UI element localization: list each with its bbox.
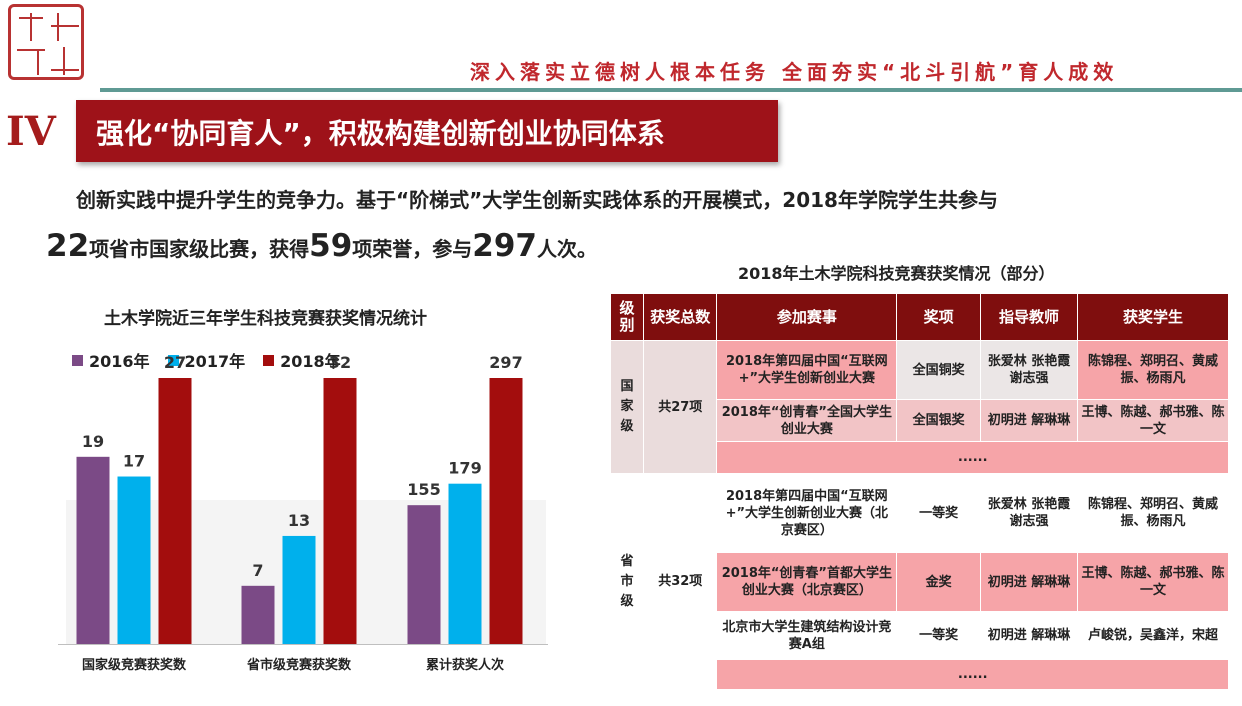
- header-total: 获奖总数: [643, 293, 718, 341]
- x-tick-label: 国家级竞赛获奖数: [82, 657, 187, 673]
- teacher-cell: 初明进 解琳琳: [979, 611, 1079, 660]
- header-divider: [100, 88, 1242, 92]
- data-label: 19: [82, 432, 104, 451]
- bar-2018年-1: [323, 378, 357, 644]
- intro-count-people: 297: [472, 228, 537, 264]
- legend-swatch-2016: [72, 354, 83, 366]
- header-award: 奖项: [896, 293, 981, 341]
- data-label: 179: [448, 459, 481, 478]
- intro-count-honors: 59: [309, 228, 353, 264]
- intro-line-2: 22项省市国家级比赛，获得59项荣誉，参与297人次。: [46, 228, 597, 264]
- legend-item-2016: 2016年: [72, 348, 150, 372]
- award-cell: 一等奖: [896, 473, 981, 553]
- legend-label-2018: 2018年: [280, 352, 341, 371]
- students-cell: 陈锦程、郑明召、黄威振、杨雨凡: [1077, 340, 1229, 400]
- bar-2018年-0: [158, 378, 192, 644]
- intro-line-1: 创新实践中提升学生的竞争力。基于“阶梯式”大学生创新实践体系的开展模式，2018…: [76, 188, 998, 212]
- legend-item-2018: 2018年: [263, 348, 341, 372]
- award-cell: 一等奖: [896, 611, 981, 660]
- legend-item-2017: 2017年: [167, 348, 246, 372]
- award-cell: 全国铜奖: [896, 340, 981, 400]
- event-cell: 北京市大学生建筑结构设计竞赛A组: [716, 611, 898, 660]
- award-bar-chart: 19 17 27 国家级竞赛获奖数 7 13 32 省市级竞赛获奖数 155 179 297 累计获奖…: [58, 353, 548, 673]
- level-cell: 国家级: [609, 340, 645, 474]
- header-event: 参加赛事: [716, 293, 898, 341]
- header-slogan: 深入落实立德树人根本任务 全面夯实“北斗引航”育人成效: [470, 60, 1119, 84]
- bar-2017年-2: [448, 483, 482, 644]
- intro-text-honors: 项荣誉，参与: [352, 237, 473, 261]
- intro-text-people: 人次。: [537, 237, 597, 261]
- legend-label-2016: 2016年: [89, 352, 150, 371]
- data-label: 27: [164, 353, 186, 372]
- legend-label-2017: 2017年: [184, 352, 246, 371]
- chart-title: 土木学院近三年学生科技竞赛获奖情况统计: [104, 309, 427, 329]
- table-header-row: 级别 获奖总数 参加赛事 奖项 指导教师 获奖学生: [609, 293, 1229, 341]
- table-row: ......: [611, 659, 1229, 690]
- table-row: ......: [611, 441, 1229, 474]
- event-cell: 2018年“创青春”全国大学生创业大赛: [716, 399, 898, 442]
- chart-legend: 2016年 2017年 2018年: [72, 348, 341, 372]
- total-cell: 共27项: [643, 340, 718, 474]
- level-label: 国家级: [620, 379, 634, 434]
- level-label: 省市级: [620, 553, 634, 609]
- header-teacher: 指导教师: [979, 293, 1079, 341]
- data-label: 7: [252, 561, 263, 580]
- event-cell: 2018年“创青春”首都大学生创业大赛（北京赛区）: [716, 552, 898, 612]
- header-students: 获奖学生: [1077, 293, 1229, 341]
- intro-text-competitions: 项省市国家级比赛，获得: [89, 237, 310, 261]
- section-title: 强化“协同育人”，积极构建创新创业协同体系: [96, 117, 665, 150]
- teacher-cell: 初明进 解琳琳: [979, 399, 1079, 442]
- event-cell: 2018年第四届中国“互联网+”大学生创新创业大赛（北京赛区）: [716, 473, 898, 553]
- legend-swatch-2018: [263, 354, 275, 366]
- students-cell: 卢峻锐，吴鑫洋，宋超: [1077, 611, 1229, 660]
- school-seal-logo: [8, 4, 84, 80]
- table-title: 2018年土木学院科技竞赛获奖情况（部分）: [738, 264, 1055, 283]
- bar-2016年-0: [76, 456, 110, 644]
- teacher-cell: 初明进 解琳琳: [979, 552, 1079, 612]
- ellipsis-cell: ......: [716, 659, 1229, 690]
- teacher-cell: 张爱林 张艳霞 谢志强: [979, 340, 1079, 400]
- bar-2016年-2: [407, 505, 441, 644]
- data-label: 17: [123, 452, 145, 471]
- data-label: 32: [329, 353, 351, 372]
- data-label: 297: [489, 353, 522, 372]
- teacher-cell: 张爱林 张艳霞 谢志强: [979, 473, 1079, 553]
- level-cell: 省市级: [609, 473, 645, 690]
- x-tick-label: 累计获奖人次: [426, 657, 504, 673]
- header-level: 级别: [609, 293, 645, 341]
- event-cell: 2018年第四届中国“互联网+”大学生创新创业大赛: [716, 340, 898, 400]
- legend-swatch-2017: [167, 354, 179, 366]
- students-cell: 王博、陈越、郝书雅、陈一文: [1077, 552, 1229, 612]
- x-tick-label: 省市级竞赛获奖数: [246, 657, 352, 673]
- bar-2017年-0: [117, 476, 151, 644]
- award-cell: 全国银奖: [896, 399, 981, 442]
- bar-2017年-1: [282, 535, 316, 644]
- bar-2018年-2: [489, 378, 523, 644]
- bar-2016年-1: [241, 585, 275, 644]
- table-row: 2018年“创青春”全国大学生创业大赛 全国银奖 初明进 解琳琳 王博、陈越、郝…: [611, 399, 1229, 442]
- students-cell: 陈锦程、郑明召、黄威振、杨雨凡: [1077, 473, 1229, 553]
- ellipsis-cell: ......: [716, 441, 1229, 474]
- total-cell: 共32项: [643, 473, 718, 690]
- section-numeral: IV: [6, 108, 56, 155]
- data-label: 155: [407, 480, 440, 499]
- table-row: 国家级 共27项 2018年第四届中国“互联网+”大学生创新创业大赛 全国铜奖 …: [609, 340, 1229, 474]
- table-row: 省市级 共32项 2018年第四届中国“互联网+”大学生创新创业大赛（北京赛区）…: [609, 473, 1229, 690]
- award-cell: 金奖: [896, 552, 981, 612]
- students-cell: 王博、陈越、郝书雅、陈一文: [1077, 399, 1229, 442]
- awards-table: 级别 获奖总数 参加赛事 奖项 指导教师 获奖学生 国家级 共27项 2018年…: [609, 293, 1229, 690]
- data-label: 13: [288, 511, 310, 530]
- intro-count-competitions: 22: [46, 228, 90, 264]
- section-title-bar: 强化“协同育人”，积极构建创新创业协同体系: [76, 100, 778, 162]
